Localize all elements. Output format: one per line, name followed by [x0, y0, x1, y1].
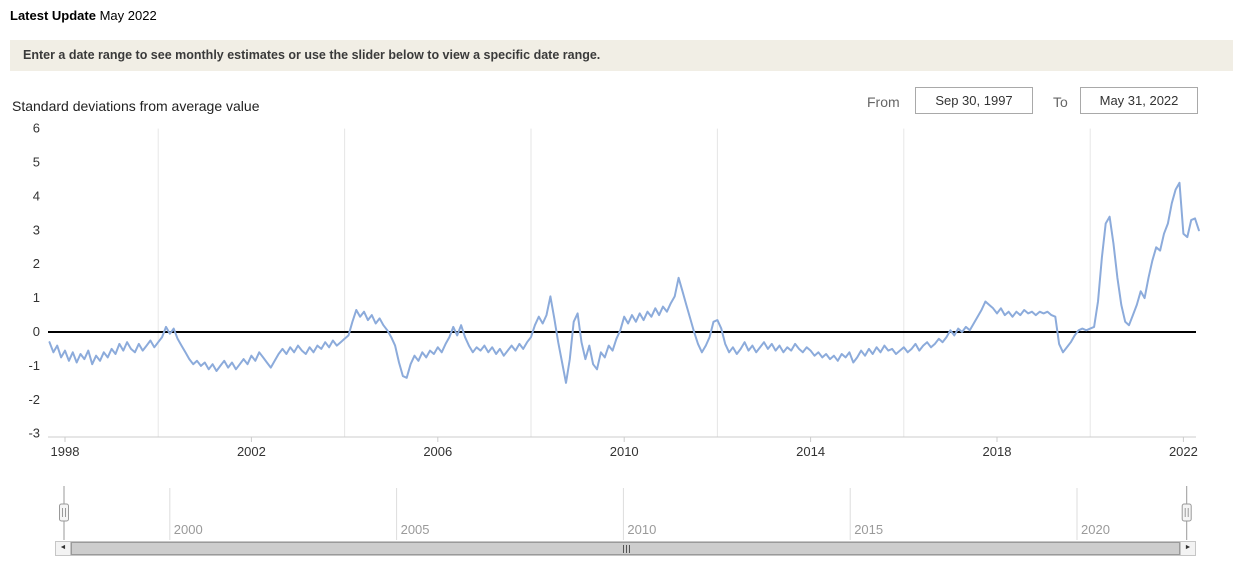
- x-tick-label: 2010: [610, 444, 639, 459]
- series-line: [48, 181, 1200, 384]
- y-tick-label: 2: [33, 256, 40, 271]
- x-tick-label: 2002: [237, 444, 266, 459]
- main-chart: 1998 2002 2006 2010 2014 2018 2022 6 5 4 3 2 1 0 -1 -2 -…: [28, 121, 1200, 459]
- nav-year-label: 2000: [174, 522, 203, 537]
- scrollbar-right-arrow-icon[interactable]: ►: [1180, 541, 1196, 556]
- scrollbar-thumb[interactable]: [71, 542, 1180, 555]
- latest-update-label: Latest Update: [10, 8, 96, 23]
- y-tick-label: 6: [33, 121, 40, 136]
- scrollbar-track[interactable]: [71, 541, 1180, 556]
- scrollbar-grip-icon: [625, 545, 627, 553]
- x-tick-label: 1998: [51, 444, 80, 459]
- y-tick-label: 1: [33, 290, 40, 305]
- from-date-input[interactable]: [915, 87, 1033, 114]
- x-tick-label: 2014: [796, 444, 825, 459]
- scrollbar-left-arrow-icon[interactable]: ◄: [55, 541, 71, 556]
- to-label: To: [1053, 94, 1068, 110]
- y-tick-label: 0: [33, 324, 40, 339]
- range-navigator[interactable]: 2000 2005 2010 2015 2020: [0, 478, 1243, 542]
- y-tick-label: -1: [28, 358, 40, 373]
- y-tick-label: 5: [33, 155, 40, 170]
- x-tick-label: 2018: [983, 444, 1012, 459]
- nav-year-label: 2015: [854, 522, 883, 537]
- from-label: From: [867, 94, 900, 110]
- y-tick-label: -3: [28, 426, 40, 441]
- latest-update-value: May 2022: [99, 8, 157, 23]
- nav-year-label: 2010: [627, 522, 656, 537]
- nav-year-label: 2020: [1081, 522, 1110, 537]
- x-tick-label: 2006: [423, 444, 452, 459]
- y-tick-label: 3: [33, 222, 40, 237]
- nav-handle-left[interactable]: [59, 503, 69, 522]
- y-tick-label: 4: [33, 188, 40, 203]
- nav-year-label: 2005: [401, 522, 430, 537]
- instruction-banner: Enter a date range to see monthly estima…: [10, 40, 1233, 71]
- y-tick-label: -2: [28, 392, 40, 407]
- chart-y-axis-title: Standard deviations from average value: [12, 98, 260, 114]
- x-tick-label: 2022: [1169, 444, 1198, 459]
- scrollbar[interactable]: ◄ ►: [55, 541, 1196, 556]
- to-date-input[interactable]: [1080, 87, 1198, 114]
- latest-update: Latest Update May 2022: [10, 8, 157, 23]
- nav-handle-right[interactable]: [1181, 503, 1192, 522]
